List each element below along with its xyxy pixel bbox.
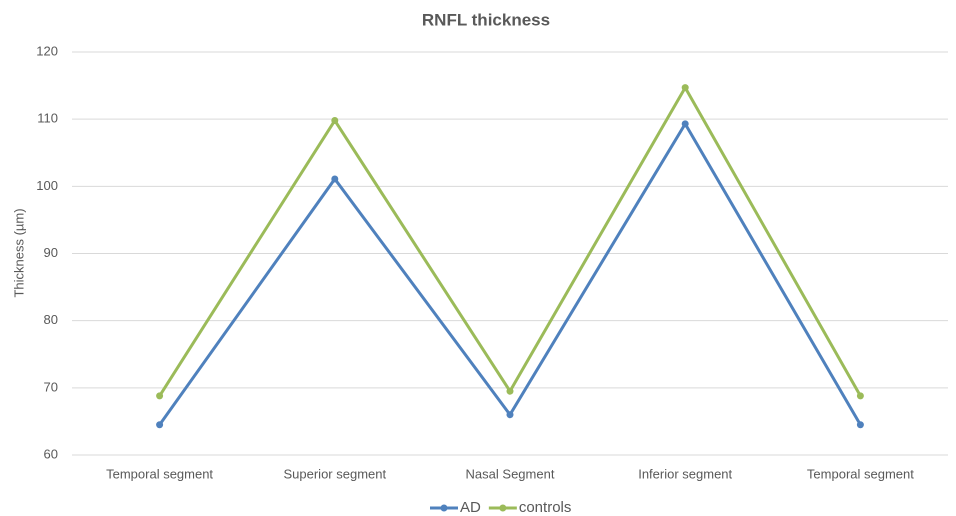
legend-marker <box>440 504 448 512</box>
x-tick-label: Nasal Segment <box>466 466 555 481</box>
x-tick-label: Inferior segment <box>638 466 732 481</box>
marker <box>156 392 164 400</box>
legend-label: controls <box>519 499 572 516</box>
x-tick-label: Temporal segment <box>807 466 914 481</box>
x-tick-label: Superior segment <box>283 466 386 481</box>
y-tick-label: 70 <box>44 379 58 394</box>
y-tick-label: 60 <box>44 446 58 461</box>
marker <box>331 175 339 183</box>
marker <box>506 411 514 419</box>
y-tick-label: 80 <box>44 312 58 327</box>
marker <box>506 387 514 395</box>
legend-marker <box>499 504 507 512</box>
y-tick-label: 100 <box>36 178 58 193</box>
marker <box>681 120 689 128</box>
y-axis-label: Thickness (µm) <box>11 208 26 297</box>
marker <box>856 392 864 400</box>
chart-title: RNFL thickness <box>422 10 550 29</box>
y-tick-label: 110 <box>37 111 58 126</box>
marker <box>156 421 164 429</box>
marker <box>681 84 689 92</box>
legend-label: AD <box>460 499 481 516</box>
y-tick-label: 120 <box>36 43 58 58</box>
marker <box>856 421 864 429</box>
y-tick-label: 90 <box>44 245 58 260</box>
marker <box>331 117 339 125</box>
series-line <box>158 120 862 426</box>
x-tick-label: Temporal segment <box>106 466 213 481</box>
